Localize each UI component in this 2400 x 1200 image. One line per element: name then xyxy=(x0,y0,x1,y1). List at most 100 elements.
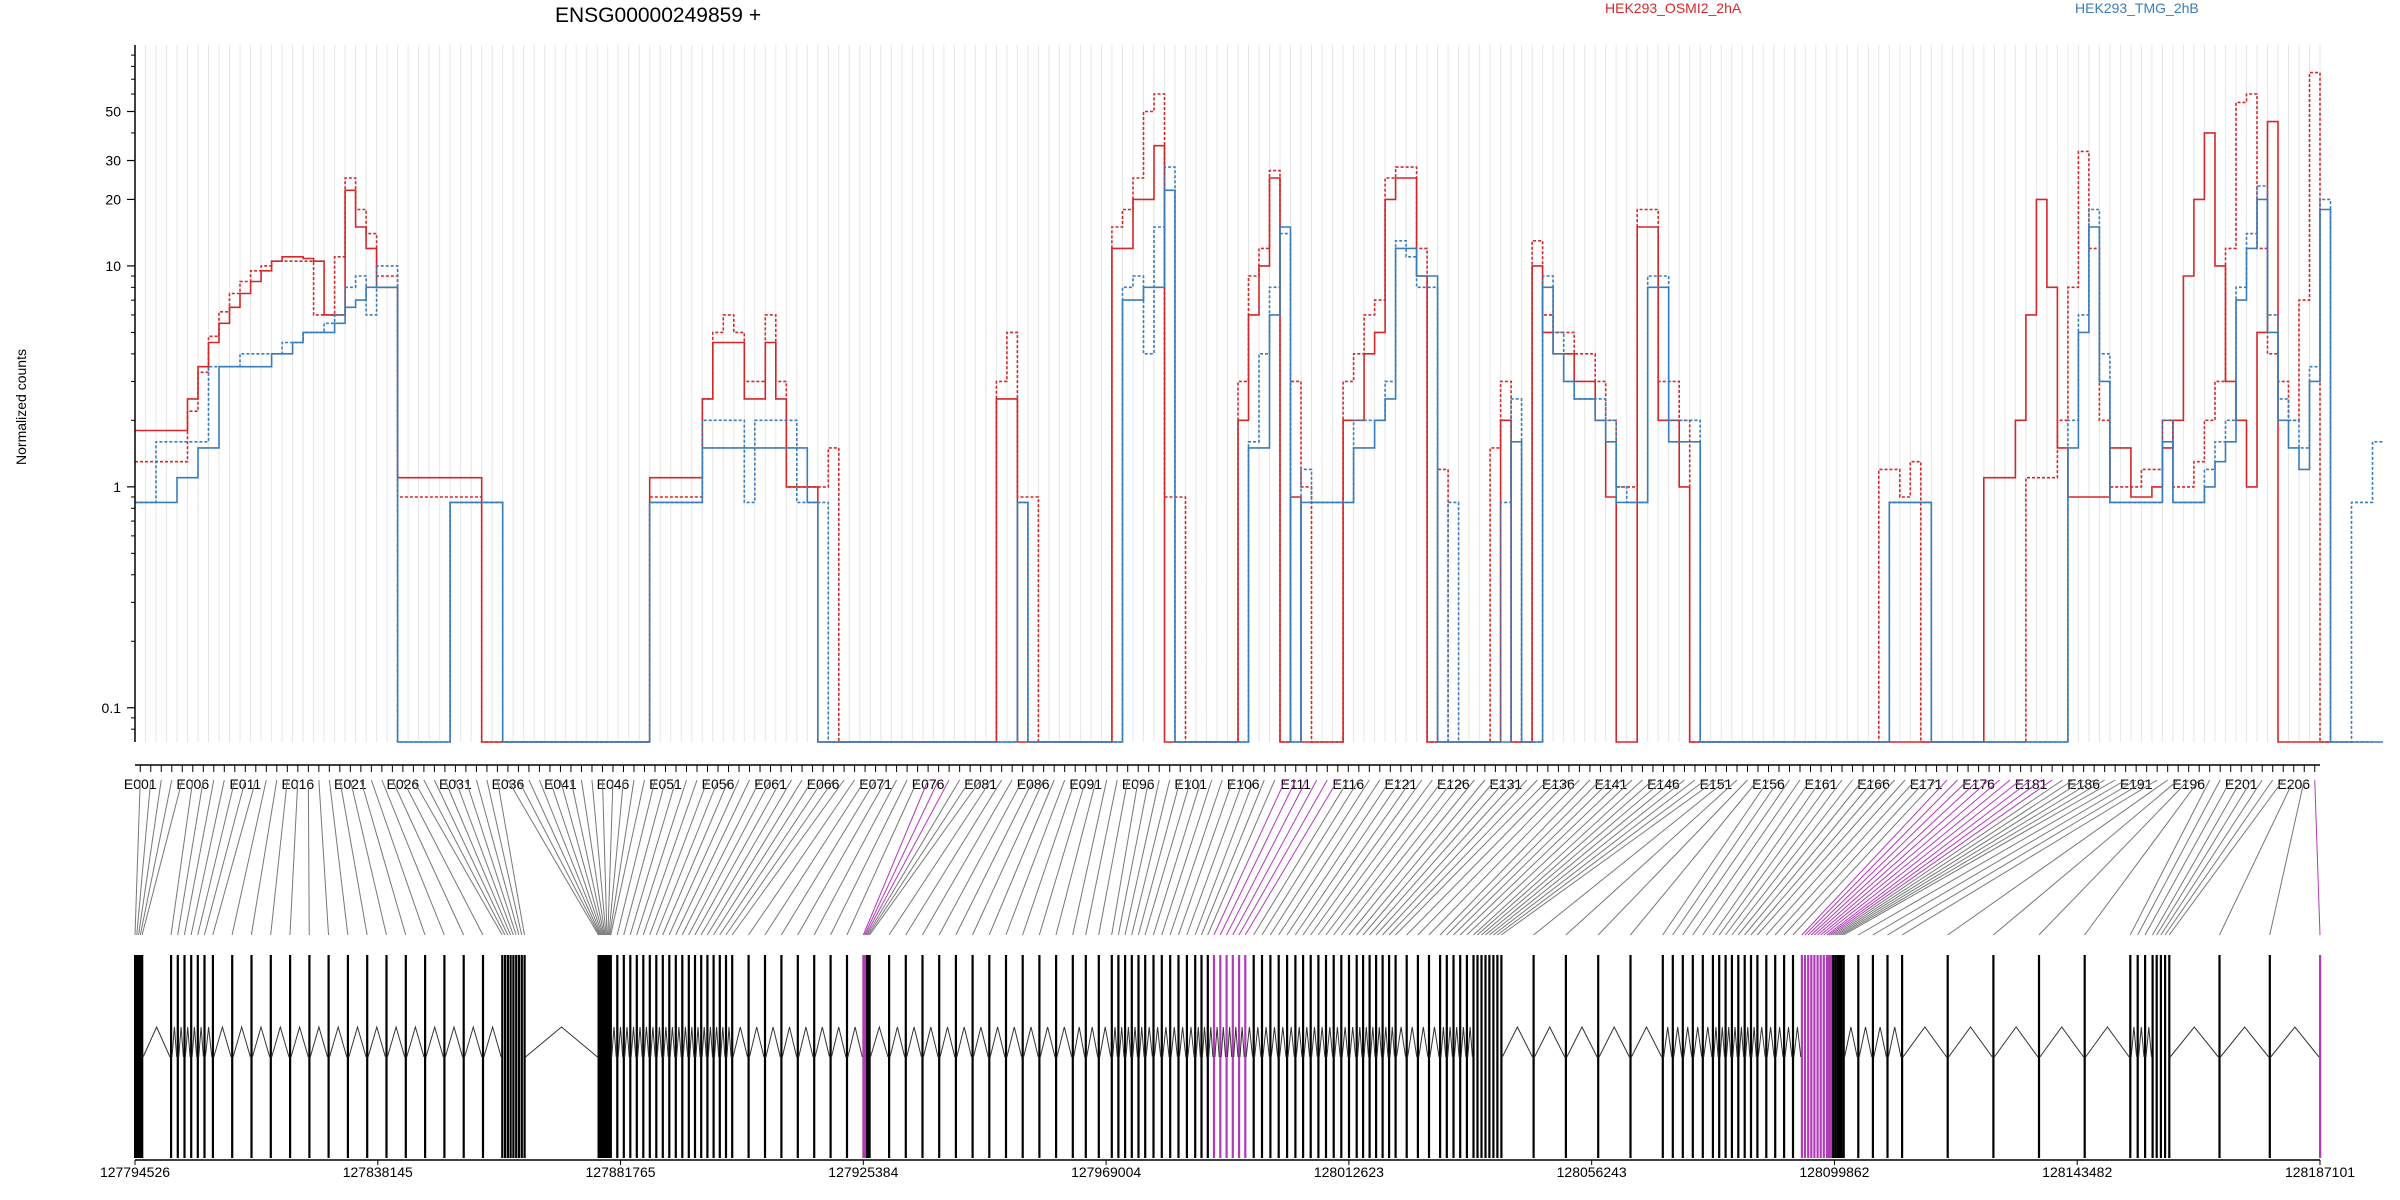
exon-connector xyxy=(507,779,599,936)
exon-connector xyxy=(1439,779,1591,936)
exon-connector xyxy=(1692,779,1801,936)
exon-connector xyxy=(1823,779,2021,936)
exon-block xyxy=(1332,955,1335,1158)
exon-block xyxy=(864,955,867,1158)
exon-connector xyxy=(2152,779,2242,936)
exon-connector xyxy=(1828,779,2042,936)
intron-chevron xyxy=(1086,1026,1099,1058)
exon-connector xyxy=(1406,779,1559,936)
exon-block xyxy=(813,955,816,1158)
exon-block xyxy=(2168,955,2171,1158)
exon-connector xyxy=(177,779,204,936)
exon-block xyxy=(712,955,715,1158)
exon-connector xyxy=(642,779,698,936)
exon-block xyxy=(1055,955,1058,1158)
exon-connector xyxy=(549,779,603,936)
exon-connector xyxy=(381,779,445,936)
intron-chevron xyxy=(1073,1026,1086,1058)
exon-connector xyxy=(607,779,614,936)
exon-block xyxy=(1130,955,1133,1158)
exon-block xyxy=(462,955,465,1158)
exon-connector xyxy=(1213,779,1286,936)
exon-block xyxy=(134,955,137,1158)
exon-block xyxy=(747,955,750,1158)
intron-chevron xyxy=(695,1026,701,1058)
exon-connector xyxy=(1232,779,1318,936)
exon-connector xyxy=(1428,779,1580,936)
exon-block xyxy=(1946,955,1949,1158)
exon-connector xyxy=(454,779,514,936)
exon-connector xyxy=(1481,779,1664,936)
intron-chevron xyxy=(1099,1026,1112,1058)
exon-connector xyxy=(921,779,1013,936)
exon-block xyxy=(1496,955,1499,1158)
exon-connector xyxy=(988,779,1055,936)
intron-chevron xyxy=(1784,1026,1793,1058)
exon-block xyxy=(424,955,427,1158)
exon-block xyxy=(1857,955,1860,1158)
exon-connector xyxy=(1186,779,1244,936)
exon-connector xyxy=(270,779,288,936)
intron-chevron xyxy=(1311,1026,1318,1058)
exon-block xyxy=(866,955,869,1158)
exon-connector xyxy=(688,779,771,936)
exon-block xyxy=(971,955,974,1158)
exon-block xyxy=(1500,955,1503,1158)
exon-block xyxy=(1807,955,1810,1158)
exon-block xyxy=(1309,955,1312,1158)
exon-connector xyxy=(1493,779,1696,936)
intron-chevron xyxy=(922,1026,939,1058)
exon-connector xyxy=(1111,779,1139,936)
exon-connector xyxy=(700,779,792,936)
genomic-tick-label: 128056243 xyxy=(1557,1164,1627,1180)
intron-chevron xyxy=(798,1026,814,1058)
intron-chevron xyxy=(483,1025,502,1058)
intron-chevron xyxy=(1745,1026,1751,1058)
exon-connector xyxy=(1286,779,1391,936)
intron-chevron xyxy=(1349,1026,1357,1058)
exon-connector xyxy=(423,779,506,936)
exon-connector xyxy=(1485,779,1675,936)
exon-block xyxy=(1416,955,1419,1158)
x-tick-label: E126 xyxy=(1437,776,1470,792)
exon-block xyxy=(1597,955,1600,1158)
y-tick-label: 30 xyxy=(105,153,121,169)
exon-block xyxy=(1629,955,1632,1158)
exon-block xyxy=(327,955,330,1158)
exon-block xyxy=(1177,955,1180,1158)
intron-chevron xyxy=(1125,1026,1132,1058)
exon-connector xyxy=(250,779,278,936)
exon-block xyxy=(1842,955,1845,1158)
exon-connector xyxy=(713,779,813,936)
exon-connector xyxy=(1005,779,1066,936)
exon-block xyxy=(1832,955,1835,1158)
intron-chevron xyxy=(870,1025,889,1058)
intron-chevron xyxy=(814,1026,830,1058)
intron-chevron xyxy=(329,1025,348,1058)
exon-block xyxy=(1381,955,1384,1158)
exon-connector xyxy=(1783,779,1927,936)
exon-block xyxy=(1317,955,1320,1158)
grid xyxy=(134,45,2321,742)
exon-connector xyxy=(444,779,512,936)
exon-connector xyxy=(1834,779,2074,936)
exon-block xyxy=(1124,955,1127,1158)
exon-connector xyxy=(1839,779,2095,936)
exon-block xyxy=(176,955,179,1158)
exon-block xyxy=(706,955,709,1158)
exon-block xyxy=(1992,955,1995,1158)
exon-connector xyxy=(2129,779,2211,936)
exon-block xyxy=(1813,955,1816,1158)
exon-block xyxy=(1810,955,1813,1158)
exon-connector xyxy=(1682,779,1790,936)
exon-connector xyxy=(1810,779,1979,936)
exon-connector xyxy=(2164,779,2274,936)
exon-block xyxy=(1252,955,1255,1158)
x-tick-label: E071 xyxy=(859,776,892,792)
exon-connector xyxy=(609,779,635,936)
exon-block xyxy=(938,955,941,1158)
intron-chevron xyxy=(1630,1025,1663,1058)
x-tick-label: E086 xyxy=(1017,776,1050,792)
intron-chevron xyxy=(1023,1026,1039,1058)
